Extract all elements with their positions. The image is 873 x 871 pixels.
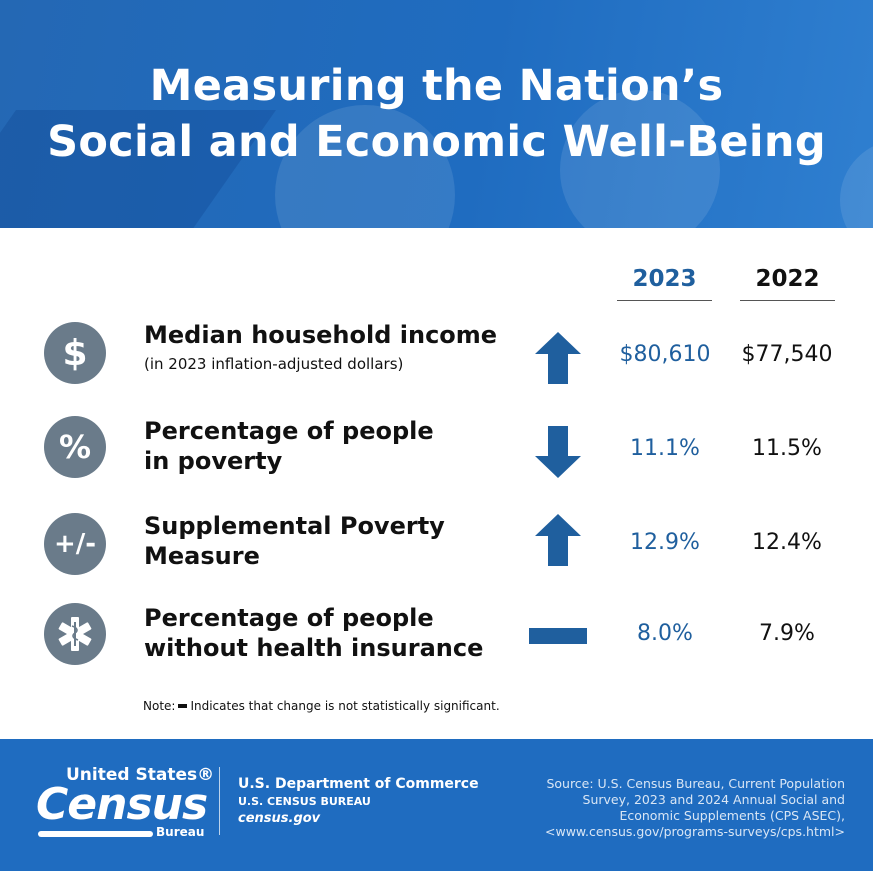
dollar-icon-glyph: $ [62, 332, 88, 374]
row-label-title: Measure [144, 542, 260, 570]
source-citation: Source: U.S. Census Bureau, Current Popu… [515, 776, 845, 840]
bureau-name: U.S. CENSUS BUREAU [238, 795, 371, 808]
logo-bureau: Bureau [156, 825, 205, 839]
row-label-title: Supplemental Poverty [144, 512, 445, 540]
medical-star-glyph [58, 617, 92, 651]
title-line: Measuring the Nation’s [149, 61, 724, 111]
value-2023-health-insurance: 8.0% [637, 621, 693, 646]
row-label-title: Percentage of people [144, 604, 434, 632]
row-label-poverty: Percentage of people in poverty [144, 416, 434, 476]
dash-icon [178, 703, 188, 708]
plus-minus-icon-glyph: +/- [53, 529, 97, 559]
arrow-down-icon [535, 426, 581, 478]
value-2022-median-income: $77,540 [741, 342, 833, 367]
row-label-median-income: Median household income (in 2023 inflati… [144, 320, 497, 374]
logo-united-states: United States® [66, 765, 215, 785]
row-label-title: in poverty [144, 447, 283, 475]
logo-underline [38, 831, 153, 837]
row-label-spm: Supplemental Poverty Measure [144, 511, 445, 571]
row-label-subtitle: (in 2023 inflation-adjusted dollars) [144, 355, 404, 373]
source-line: Source: U.S. Census Bureau, Current Popu… [546, 776, 845, 791]
logo-census: Census [36, 779, 208, 830]
percent-icon-glyph: % [58, 428, 92, 466]
percent-icon: % [44, 416, 106, 478]
department-block: U.S. Department of Commerce U.S. CENSUS … [238, 776, 479, 826]
department-name: U.S. Department of Commerce [238, 776, 479, 792]
plus-minus-icon: +/- [44, 513, 106, 575]
dollar-icon: $ [44, 322, 106, 384]
header-banner: Measuring the Nation’s Social and Econom… [0, 0, 873, 228]
value-2022-spm: 12.4% [752, 530, 822, 555]
page-title: Measuring the Nation’s Social and Econom… [0, 58, 873, 170]
footer-divider [219, 767, 220, 835]
arrow-up-icon [535, 332, 581, 384]
value-2023-poverty: 11.1% [630, 436, 700, 461]
column-header-2023: 2023 [617, 266, 712, 301]
arrow-up-icon [535, 514, 581, 566]
footnote-text: Indicates that change is not statistical… [190, 699, 500, 713]
source-url[interactable]: <www.census.gov/programs-surveys/cps.htm… [545, 824, 845, 839]
header-decoration [560, 90, 720, 228]
footnote-prefix: Note: [143, 699, 176, 713]
source-line: Survey, 2023 and 2024 Annual Social and [582, 792, 845, 807]
row-label-health-insurance: Percentage of people without health insu… [144, 603, 483, 663]
row-label-title: Median household income [144, 321, 498, 349]
row-label-title: without health insurance [144, 634, 484, 662]
value-2023-spm: 12.9% [630, 530, 700, 555]
medical-star-icon [44, 603, 106, 665]
value-2023-median-income: $80,610 [619, 342, 711, 367]
value-2022-health-insurance: 7.9% [759, 621, 815, 646]
column-header-2022: 2022 [740, 266, 835, 301]
title-line: Social and Economic Well-Being [47, 117, 826, 167]
no-change-dash-icon [529, 628, 587, 644]
footer: United States® Census Bureau U.S. Depart… [0, 739, 873, 871]
footnote: Note: Indicates that change is not statis… [143, 699, 500, 713]
row-label-title: Percentage of people [144, 417, 434, 445]
source-line: Economic Supplements (CPS ASEC), [619, 808, 845, 823]
value-2022-poverty: 11.5% [752, 436, 822, 461]
website-link[interactable]: census.gov [238, 811, 321, 826]
